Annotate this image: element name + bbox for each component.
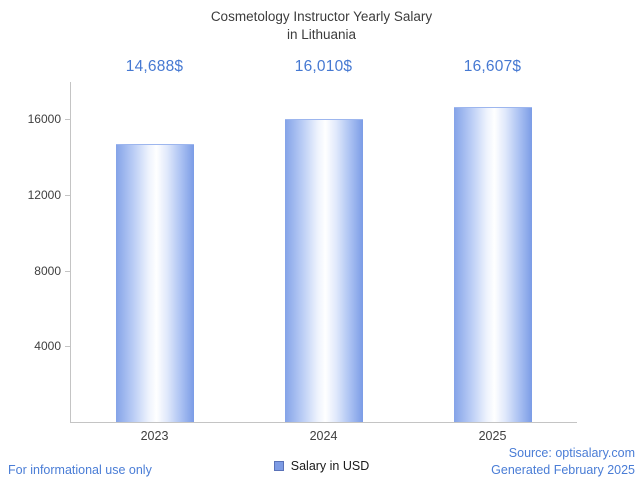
bar-column-2025 <box>408 82 577 422</box>
bar-2025 <box>453 106 532 422</box>
legend-swatch-icon <box>273 460 284 471</box>
value-label-2023: 14,688$ <box>125 57 184 75</box>
chart-title-line2: in Lithuania <box>286 26 357 42</box>
chart-legend: Salary in USD <box>0 459 643 473</box>
bars-container <box>71 82 577 422</box>
y-axis-tick-label: 12000 <box>15 189 71 201</box>
bar-value-labels: 14,688$ 16,010$ 16,607$ <box>70 58 577 76</box>
value-label-2025: 16,607$ <box>463 57 522 75</box>
footer-disclaimer: For informational use only <box>8 463 152 477</box>
bar-column-2024 <box>240 82 409 422</box>
y-axis-tick-label: 4000 <box>15 340 71 352</box>
footer-generated: Generated February 2025 <box>491 463 635 478</box>
x-axis-labels: 2023 2024 2025 <box>70 429 577 443</box>
plot-area: 4000 8000 12000 16000 <box>28 81 577 423</box>
y-axis-tick-label: 8000 <box>15 265 71 277</box>
bar-column-2023 <box>71 82 240 422</box>
footer-source: Source: optisalary.com <box>508 446 635 461</box>
value-label-2024: 16,010$ <box>294 57 353 75</box>
footer-source-block: Source: optisalary.com Generated Februar… <box>491 445 635 479</box>
bar-2024 <box>285 118 363 422</box>
chart-title-line1: Cosmetology Instructor Yearly Salary <box>210 9 433 24</box>
x-axis-label-2024: 2024 <box>309 428 338 443</box>
chart-title: Cosmetology Instructor Yearly Salary in … <box>0 0 643 44</box>
x-axis-label-2025: 2025 <box>478 428 507 443</box>
legend-label: Salary in USD <box>290 458 370 473</box>
bar-2023 <box>116 143 195 422</box>
x-axis-label-2023: 2023 <box>140 428 169 443</box>
y-axis-tick-label: 16000 <box>15 113 71 125</box>
